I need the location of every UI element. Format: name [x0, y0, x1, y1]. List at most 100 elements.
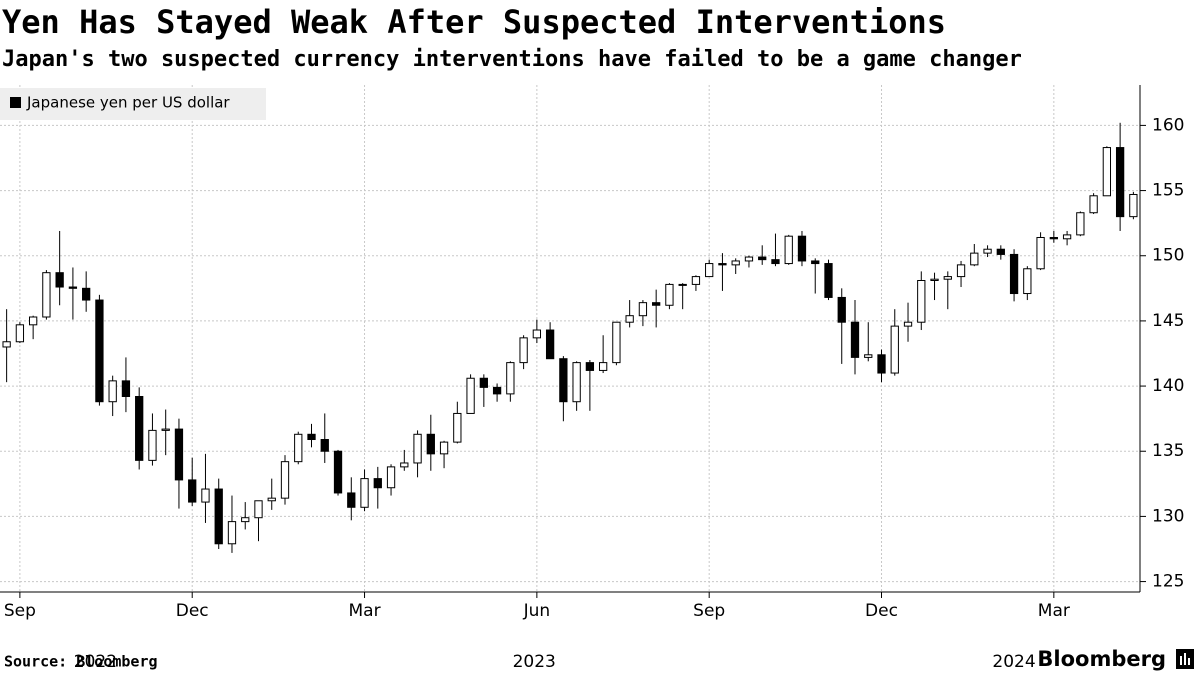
candle-body	[970, 252, 979, 266]
candle-body	[453, 412, 462, 443]
candle-body	[1129, 193, 1138, 218]
candle-body	[890, 325, 899, 374]
candle-body	[956, 264, 966, 278]
candle-body	[1102, 147, 1112, 197]
candle-body	[1023, 268, 1032, 295]
candle-body	[506, 362, 515, 395]
candle-body	[28, 316, 38, 326]
candle-body	[294, 433, 303, 463]
candle-body	[479, 377, 488, 388]
candle-body	[1049, 236, 1058, 240]
candle-body	[439, 441, 449, 455]
candle-body	[492, 386, 502, 395]
candle-body	[1009, 253, 1019, 295]
candle-body	[652, 302, 661, 306]
y-tick-label: 140	[1152, 376, 1184, 396]
candle-body	[426, 433, 435, 455]
y-tick-label: 130	[1152, 506, 1184, 526]
candle-body	[665, 283, 674, 306]
brand: Bloomberg	[1037, 647, 1166, 671]
candle-body	[55, 272, 64, 288]
candle-body	[983, 248, 992, 254]
x-tick-label: Dec	[865, 601, 898, 621]
candle-body	[241, 517, 250, 523]
candle-body	[1036, 236, 1045, 270]
y-tick-label: 125	[1152, 572, 1184, 592]
legend-box	[0, 88, 266, 120]
candle-body	[373, 478, 382, 489]
candle-body	[108, 380, 117, 403]
candle-body	[837, 296, 846, 323]
chart-title: Yen Has Stayed Weak After Suspected Inte…	[2, 3, 946, 41]
candle-body	[545, 329, 555, 360]
x-tick-label: Mar	[1038, 601, 1070, 621]
chart-subtitle: Japan's two suspected currency intervent…	[2, 47, 1022, 72]
candle-body	[519, 337, 528, 364]
candle-body	[758, 256, 767, 261]
candle-body	[598, 362, 608, 371]
candle-body	[307, 433, 316, 441]
candle-body	[625, 315, 634, 323]
candle-body	[413, 433, 422, 464]
candle-body	[15, 324, 25, 343]
candle-body	[850, 321, 860, 358]
candle-body	[1076, 212, 1085, 236]
source: Source: Bloomberg	[4, 653, 158, 671]
candle-body	[188, 479, 197, 503]
candle-body	[532, 329, 542, 339]
candle-body	[731, 260, 740, 266]
candle-body	[466, 377, 475, 414]
candle-body	[718, 263, 727, 266]
candle-body	[400, 462, 409, 468]
candle-body	[214, 488, 223, 545]
candle-body	[386, 466, 396, 489]
x-tick-label: Mar	[348, 601, 380, 621]
candle-body	[811, 260, 820, 265]
candle-body	[705, 263, 714, 278]
candle-body	[771, 259, 780, 265]
candle-body	[95, 299, 104, 403]
y-tick-label: 145	[1152, 311, 1184, 331]
candle-body	[280, 461, 290, 499]
candle-body	[320, 439, 329, 452]
candle-body	[333, 450, 343, 494]
y-tick-label: 155	[1152, 181, 1184, 201]
candle-body	[930, 278, 939, 282]
candle-body	[917, 280, 926, 323]
candle-body	[797, 235, 807, 262]
candle-body	[784, 235, 793, 265]
y-tick-label: 160	[1152, 115, 1184, 135]
candle-body	[201, 488, 210, 503]
candle-body	[1115, 147, 1125, 218]
x-year-label: 2022	[74, 652, 117, 672]
legend-label: Japanese yen per US dollar	[26, 94, 230, 112]
candle-body	[996, 248, 1005, 255]
candle-body	[943, 276, 952, 280]
legend-swatch	[10, 97, 21, 108]
candle-body	[254, 500, 263, 519]
candle-body	[1062, 234, 1072, 240]
candle-body	[347, 492, 356, 508]
brand-icon-bars	[1180, 653, 1190, 665]
candle-body	[121, 380, 131, 397]
x-tick-label: Sep	[4, 601, 36, 621]
candle-body	[174, 428, 184, 481]
candle-body	[148, 429, 157, 461]
candle-body	[161, 428, 170, 431]
candle-body	[227, 521, 237, 545]
candle-body	[824, 263, 833, 298]
candle-body	[572, 362, 581, 403]
candle-body	[678, 283, 687, 286]
y-tick-label: 150	[1152, 246, 1184, 266]
x-tick-label: Dec	[176, 601, 209, 621]
candle-body	[903, 321, 913, 327]
candle-body	[877, 354, 886, 374]
candle-body	[42, 272, 51, 318]
candle-body	[82, 287, 91, 301]
candle-body	[68, 286, 78, 289]
x-year-label: 2024	[992, 652, 1035, 672]
x-tick-label: Jun	[523, 601, 551, 621]
y-tick-label: 135	[1152, 441, 1184, 461]
candle-body	[1089, 195, 1098, 214]
